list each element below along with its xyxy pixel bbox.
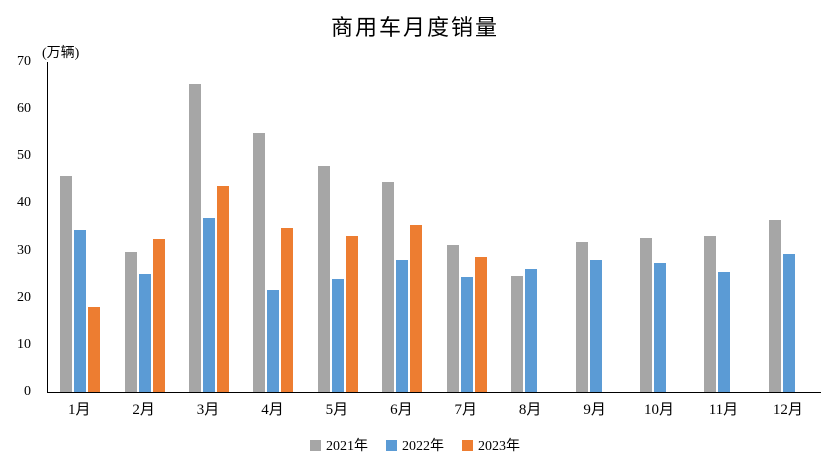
bar-2021年 [640, 238, 652, 392]
bar-2021年 [575, 242, 588, 392]
x-axis-labels: 1月 2月 3月 4月 5月 6月 7月 8月 9月 10月 11月 12月 [47, 398, 820, 419]
bar-2021年 [189, 84, 202, 392]
bar-group [435, 62, 499, 392]
y-axis-unit-label: (万辆) [42, 46, 80, 61]
bar-2023年 [410, 224, 423, 392]
bar-2021年 [382, 181, 395, 392]
y-tick-label: 30 [17, 242, 31, 258]
bar-group [241, 62, 305, 392]
x-tick-label: 8月 [518, 402, 542, 418]
x-tick-label: 12月 [772, 402, 803, 418]
bar-group [499, 62, 563, 392]
y-tick-label: 20 [17, 289, 31, 305]
bar-2022年 [460, 276, 473, 392]
legend: 2021年 2022年 2023年 [0, 435, 830, 455]
bar-2022年 [203, 217, 216, 392]
bar-group [112, 62, 176, 392]
bar-group [692, 62, 756, 392]
bar-2021年 [768, 220, 781, 392]
legend-item: 2022年 [386, 435, 444, 455]
y-tick-label: 50 [17, 148, 31, 164]
bar-2021年 [317, 165, 330, 392]
x-tick-label: 2月 [132, 402, 155, 418]
bar-2023年 [345, 236, 358, 392]
bar-2023年 [152, 239, 165, 392]
bar-2023年 [474, 256, 487, 392]
x-tick-label: 5月 [325, 402, 349, 418]
x-tick-label: 9月 [583, 402, 606, 418]
bar-2021年 [511, 276, 524, 392]
x-tick-label: 3月 [196, 402, 220, 418]
bar-2022年 [589, 260, 602, 392]
bar-2022年 [267, 289, 280, 392]
legend-item: 2021年 [310, 435, 368, 455]
bar-group [370, 62, 434, 392]
bar-2023年 [281, 227, 294, 392]
legend-label: 2022年 [402, 439, 444, 454]
bar-group [628, 62, 692, 392]
legend-swatch [462, 439, 473, 451]
x-tick-label: 7月 [454, 402, 477, 418]
bar-group [177, 62, 241, 392]
bar-group [306, 62, 370, 392]
bar-2021年 [124, 252, 137, 392]
chart-title: 商用车月度销量 [330, 15, 499, 40]
y-tick-label: 10 [17, 336, 31, 352]
bar-2021年 [446, 244, 459, 392]
bar-2022年 [525, 269, 538, 392]
bar-2022年 [138, 274, 151, 392]
bar-2023年 [217, 186, 230, 392]
bar-2023年 [88, 306, 101, 392]
legend-label: 2023年 [478, 439, 520, 454]
y-tick-label: 70 [17, 54, 31, 69]
bar-group [563, 62, 627, 392]
y-tick-label: 0 [24, 384, 31, 399]
x-tick-label: 6月 [390, 402, 413, 418]
bar-2021年 [60, 176, 73, 392]
x-tick-label: 1月 [67, 402, 91, 418]
x-tick-label: 10月 [644, 402, 675, 418]
legend-swatch [386, 439, 397, 451]
legend-swatch [310, 439, 321, 451]
bar-2022年 [331, 278, 344, 392]
x-tick-label: 11月 [708, 402, 739, 418]
bar-2021年 [253, 132, 266, 392]
bar-2022年 [396, 259, 409, 392]
y-tick-label: 40 [17, 195, 31, 211]
bar-2022年 [74, 229, 87, 392]
plot-area [47, 62, 821, 393]
y-tick-label: 60 [17, 101, 31, 117]
legend-item: 2023年 [462, 435, 520, 455]
legend-label: 2021年 [326, 439, 368, 454]
bar-2022年 [782, 254, 795, 392]
bar-2021年 [704, 236, 717, 392]
x-tick-label: 4月 [261, 402, 284, 418]
bar-group [48, 62, 112, 392]
bar-group [757, 62, 821, 392]
bar-2022年 [654, 263, 666, 392]
y-axis-labels: 0 10 20 30 40 50 60 70 [0, 54, 31, 399]
bar-2022年 [718, 272, 731, 392]
